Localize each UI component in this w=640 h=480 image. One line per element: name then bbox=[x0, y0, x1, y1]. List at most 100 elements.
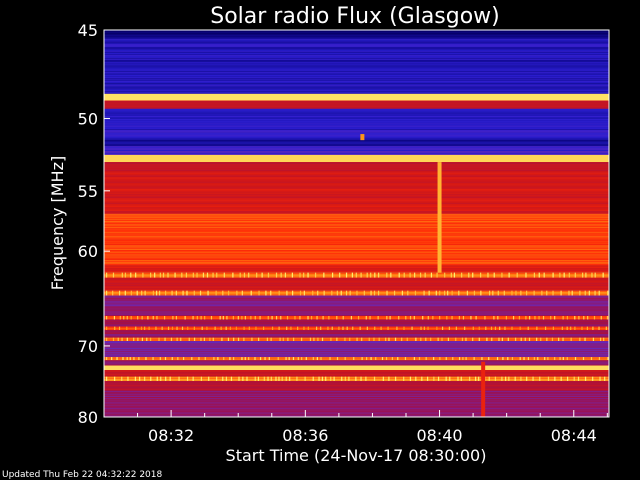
intermittent-emission bbox=[508, 272, 510, 278]
x-axis: 08:32 08:36 08:40 08:44 bbox=[137, 410, 608, 445]
intermittent-emission bbox=[570, 337, 572, 342]
intermittent-emission bbox=[606, 315, 609, 320]
intermittent-emission bbox=[427, 326, 429, 331]
intermittent-emission bbox=[411, 326, 413, 331]
band-texture bbox=[104, 186, 609, 187]
band-texture bbox=[104, 370, 609, 372]
band-texture bbox=[104, 241, 609, 243]
intermittent-emission bbox=[497, 315, 499, 320]
band-texture bbox=[104, 127, 609, 128]
band-texture bbox=[104, 322, 609, 324]
intermittent-emission bbox=[222, 290, 224, 296]
intermittent-emission bbox=[460, 376, 462, 381]
intermittent-emission bbox=[213, 357, 215, 361]
intermittent-emission bbox=[348, 376, 350, 381]
band-texture bbox=[104, 163, 609, 165]
intermittent-emission bbox=[192, 315, 194, 320]
band-texture bbox=[104, 147, 609, 149]
band-texture bbox=[104, 125, 609, 127]
band-texture bbox=[104, 90, 609, 92]
intermittent-emission bbox=[452, 357, 454, 361]
band-texture bbox=[104, 356, 609, 357]
band-texture bbox=[104, 50, 609, 52]
band-texture bbox=[104, 194, 609, 196]
intermittent-emission bbox=[419, 272, 422, 278]
intermittent-emission bbox=[313, 337, 315, 342]
intermittent-emission bbox=[117, 337, 119, 342]
intermittent-emission bbox=[199, 290, 202, 296]
band-texture bbox=[104, 137, 609, 139]
intermittent-emission bbox=[581, 326, 583, 331]
intermittent-emission bbox=[145, 357, 147, 361]
intermittent-emission bbox=[267, 272, 270, 278]
intermittent-emission bbox=[501, 376, 503, 381]
intermittent-emission bbox=[424, 272, 426, 278]
intermittent-emission bbox=[275, 315, 278, 320]
band-texture bbox=[104, 234, 609, 236]
intermittent-emission bbox=[258, 337, 260, 342]
intermittent-emission bbox=[310, 315, 313, 320]
intermittent-emission bbox=[435, 290, 437, 296]
band-texture bbox=[104, 288, 609, 290]
intermittent-emission bbox=[223, 357, 225, 361]
band-texture bbox=[104, 358, 609, 359]
intermittent-emission bbox=[415, 376, 417, 381]
intermittent-emission bbox=[543, 272, 545, 278]
intermittent-emission bbox=[152, 290, 154, 296]
intermittent-emission bbox=[528, 337, 531, 342]
intermittent-emission bbox=[277, 357, 279, 361]
band-texture bbox=[104, 191, 609, 193]
band-texture bbox=[104, 347, 609, 349]
intermittent-emission bbox=[423, 290, 425, 296]
band-texture bbox=[104, 302, 609, 304]
intermittent-emission bbox=[554, 357, 556, 361]
band-texture bbox=[104, 393, 609, 395]
band-texture bbox=[104, 120, 609, 122]
intermittent-emission bbox=[420, 326, 422, 331]
chart-title: Solar radio Flux (Glasgow) bbox=[210, 4, 500, 29]
intermittent-emission bbox=[523, 357, 525, 361]
intermittent-emission bbox=[121, 337, 123, 342]
intermittent-emission bbox=[374, 272, 376, 278]
intermittent-emission bbox=[359, 326, 361, 331]
band-texture bbox=[104, 359, 609, 361]
intermittent-emission bbox=[579, 337, 581, 342]
intermittent-emission bbox=[355, 272, 357, 278]
intermittent-emission bbox=[574, 357, 577, 361]
band-texture bbox=[104, 77, 609, 78]
band-texture bbox=[104, 402, 609, 404]
band-texture bbox=[104, 152, 609, 153]
band-texture bbox=[104, 61, 609, 63]
intermittent-emission bbox=[215, 290, 217, 296]
intermittent-emission bbox=[297, 357, 299, 361]
intermittent-emission bbox=[225, 376, 227, 381]
intermittent-emission bbox=[192, 376, 194, 381]
intermittent-emission bbox=[278, 326, 280, 331]
intermittent-emission bbox=[203, 337, 206, 342]
intermittent-emission bbox=[603, 337, 605, 342]
intermittent-emission bbox=[462, 315, 465, 320]
intermittent-emission bbox=[425, 337, 427, 342]
intermittent-emission bbox=[270, 337, 272, 342]
band-texture bbox=[104, 400, 609, 402]
intermittent-emission bbox=[225, 326, 227, 331]
band-texture bbox=[104, 379, 609, 381]
band-texture bbox=[104, 209, 609, 211]
intermittent-emission bbox=[321, 376, 324, 381]
band-texture bbox=[104, 251, 609, 253]
band-texture bbox=[104, 153, 609, 155]
intermittent-emission bbox=[207, 290, 209, 296]
band-texture bbox=[104, 289, 609, 290]
band-texture bbox=[104, 406, 609, 408]
intermittent-emission bbox=[187, 326, 189, 331]
intermittent-emission bbox=[594, 290, 596, 296]
intermittent-emission bbox=[150, 272, 152, 278]
intermittent-emission bbox=[607, 357, 609, 361]
band-texture bbox=[104, 355, 609, 356]
band-texture bbox=[104, 318, 609, 319]
intermittent-emission bbox=[544, 357, 546, 361]
burst-event bbox=[437, 162, 442, 273]
intermittent-emission bbox=[258, 290, 260, 296]
intermittent-emission bbox=[533, 272, 535, 278]
intermittent-emission bbox=[254, 357, 256, 361]
